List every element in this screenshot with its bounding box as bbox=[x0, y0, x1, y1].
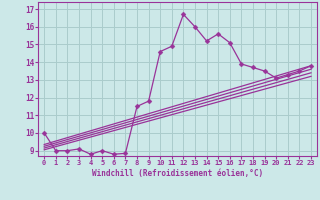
X-axis label: Windchill (Refroidissement éolien,°C): Windchill (Refroidissement éolien,°C) bbox=[92, 169, 263, 178]
